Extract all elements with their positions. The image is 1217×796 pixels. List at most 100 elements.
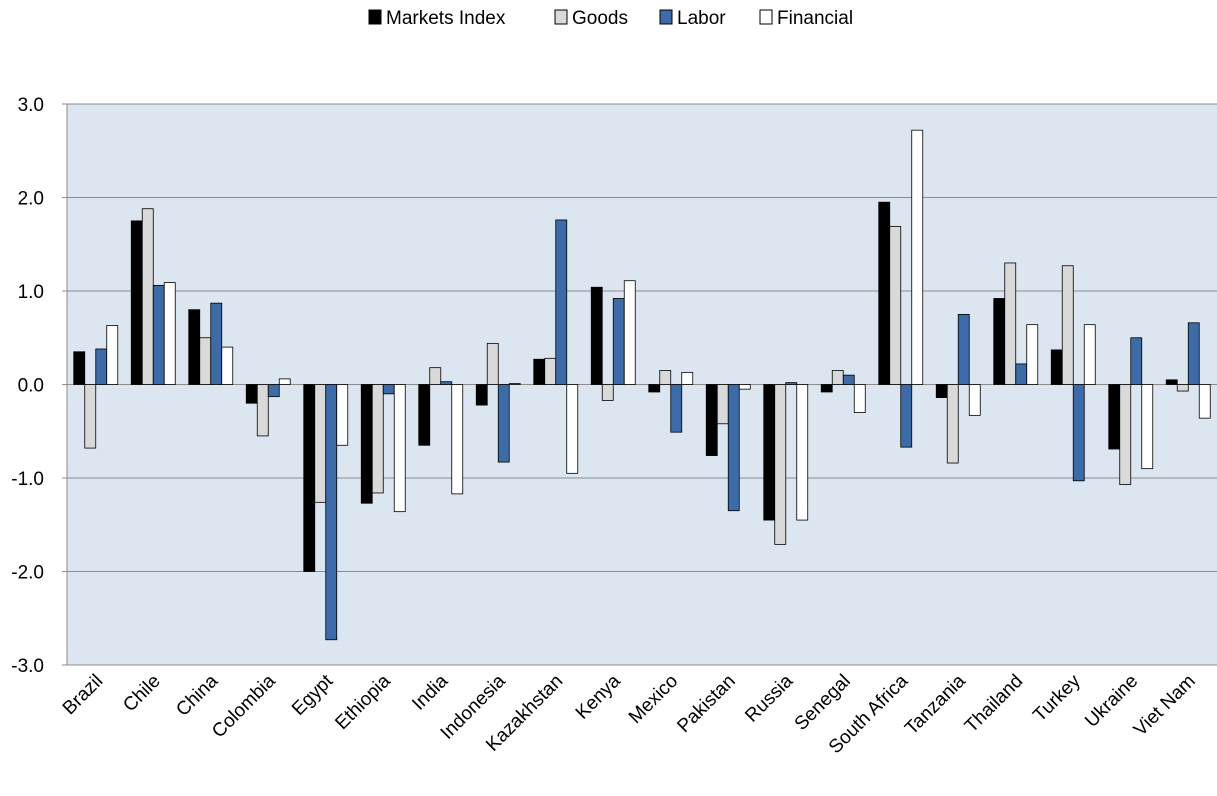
- bar: [738, 384, 751, 390]
- x-tick-label: Brazil: [59, 671, 107, 719]
- bar: [1050, 349, 1063, 385]
- bar: [451, 384, 464, 495]
- bar: [1119, 384, 1132, 485]
- y-tick-label: -3.0: [11, 656, 44, 677]
- bar: [590, 286, 603, 385]
- bar: [245, 384, 258, 404]
- bar: [681, 371, 694, 385]
- bar: [993, 298, 1006, 385]
- bar: [705, 384, 718, 456]
- bar: [820, 384, 833, 393]
- legend-swatch: [759, 9, 773, 25]
- bar: [95, 348, 108, 385]
- bar: [774, 384, 787, 545]
- y-tick-label: 3.0: [18, 95, 44, 116]
- x-tick-label: Egypt: [288, 670, 338, 720]
- bar: [555, 219, 568, 385]
- bar: [303, 384, 316, 572]
- bar: [1187, 322, 1200, 385]
- bar: [763, 384, 776, 521]
- bar: [382, 384, 395, 395]
- bar: [429, 367, 442, 385]
- bar: [796, 384, 809, 521]
- x-tick-label: Thailand: [961, 671, 1027, 737]
- bar: [544, 357, 557, 385]
- bar: [210, 302, 223, 385]
- bar: [418, 384, 431, 446]
- bar: [623, 280, 636, 385]
- x-tick-label: India: [408, 670, 452, 714]
- x-tick-label: Colombia: [208, 670, 280, 742]
- bar: [152, 284, 165, 385]
- x-tick-label: Chile: [119, 671, 164, 716]
- y-tick-label: 2.0: [18, 189, 44, 210]
- y-tick-label: -2.0: [11, 563, 44, 584]
- bar: [889, 226, 902, 385]
- x-tick-label: Kenya: [572, 670, 625, 723]
- y-tick-label: 0.0: [18, 376, 44, 397]
- bar: [486, 342, 499, 385]
- bar: [163, 282, 176, 385]
- x-tick-label: Mexico: [625, 671, 682, 728]
- bar: [440, 381, 453, 385]
- bar: [1130, 337, 1143, 385]
- bar: [336, 384, 349, 446]
- bar: [566, 384, 579, 474]
- bar: [533, 358, 546, 385]
- x-tick-label: Turkey: [1029, 670, 1085, 726]
- bar: [371, 384, 384, 494]
- bar: [935, 384, 948, 398]
- bar: [325, 384, 338, 641]
- bar: [73, 351, 86, 385]
- bar: [1026, 324, 1039, 385]
- legend-label: Markets Index: [386, 8, 506, 29]
- bar: [968, 384, 981, 416]
- bar: [360, 384, 373, 504]
- bar: [256, 384, 269, 437]
- x-tick-label: Russia: [741, 670, 797, 726]
- x-tick-label: Tanzania: [901, 670, 970, 739]
- bar: [188, 309, 201, 385]
- bar: [1198, 384, 1211, 419]
- x-tick-label: Pakistan: [673, 671, 739, 737]
- legend-label: Labor: [677, 8, 726, 29]
- bar: [1176, 384, 1189, 392]
- bar: [911, 129, 924, 385]
- bar: [267, 384, 280, 398]
- bar: [278, 378, 291, 385]
- bar: [878, 201, 891, 385]
- x-tick-label: China: [172, 670, 222, 720]
- legend-label: Goods: [572, 8, 628, 29]
- bar: [957, 313, 970, 385]
- bar: [141, 208, 154, 385]
- bar: [612, 298, 625, 385]
- x-tick-label: Ethiopia: [331, 670, 395, 734]
- bar: [842, 374, 855, 385]
- bar: [601, 384, 614, 401]
- bar: [497, 384, 510, 463]
- bar: [199, 337, 212, 385]
- bar: [314, 384, 327, 503]
- bar: [130, 220, 143, 385]
- bar: [106, 325, 119, 385]
- bar: [648, 384, 661, 393]
- bar: [221, 346, 234, 385]
- bar: [727, 384, 740, 512]
- bar: [1015, 363, 1028, 385]
- legend-label: Financial: [777, 8, 853, 29]
- bar: [785, 382, 798, 385]
- bar: [1108, 384, 1121, 450]
- bar: [853, 384, 866, 413]
- bar: [716, 384, 729, 425]
- bar: [659, 370, 672, 385]
- bar: [1165, 379, 1178, 385]
- bar: [900, 384, 913, 448]
- legend-swatch: [554, 9, 568, 25]
- legend-swatch: [659, 9, 673, 25]
- bar: [1061, 265, 1074, 385]
- bar: [475, 384, 488, 406]
- x-tick-label: Viet Nam: [1130, 671, 1200, 741]
- bar: [393, 384, 406, 513]
- bar: [831, 370, 844, 385]
